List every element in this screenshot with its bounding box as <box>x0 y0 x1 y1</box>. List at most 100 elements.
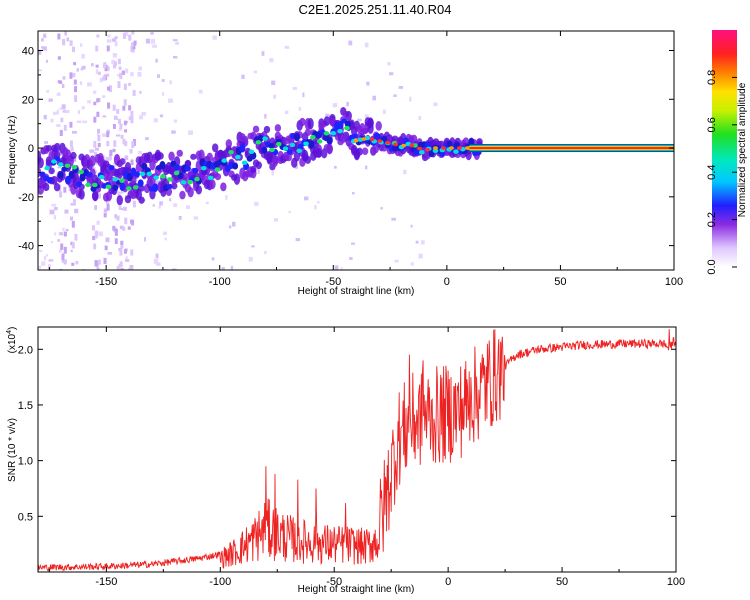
noise-streak <box>131 31 135 35</box>
noise-speckle <box>398 85 404 89</box>
noise-speckle <box>351 191 355 195</box>
y-tick-label: 20 <box>22 94 34 106</box>
noise-streak <box>57 56 61 60</box>
noise-speckle <box>99 77 103 83</box>
spectral-cell <box>180 180 187 185</box>
noise-streak <box>128 105 132 111</box>
noise-streak <box>118 118 122 125</box>
colorbar-tick-label: 0.0 <box>706 259 718 274</box>
noise-speckle <box>271 170 274 176</box>
noise-streak <box>93 141 97 148</box>
noise-speckle <box>153 118 158 123</box>
noise-speckle <box>52 111 58 115</box>
spectrogram-panel: -150 -100 -50 0 50 100 -40 -20 0 20 40 Height of st… <box>7 30 683 297</box>
spectral-cell <box>44 165 50 171</box>
noise-speckle <box>271 80 276 86</box>
noise-streak <box>63 259 67 264</box>
noise-speckle <box>138 150 143 155</box>
spectral-cell <box>171 182 178 190</box>
spectral-cell <box>286 149 293 155</box>
noise-speckle <box>168 98 174 103</box>
spectral-cell <box>419 150 425 155</box>
spectral-cell <box>323 131 330 136</box>
noise-streak <box>128 34 132 41</box>
noise-streak <box>63 124 67 131</box>
y-scale-exponent: 4 <box>6 330 13 334</box>
spectral-cell <box>39 171 46 178</box>
spectral-cell <box>119 182 126 191</box>
noise-speckle <box>64 109 70 114</box>
noise-speckle <box>79 81 83 86</box>
noise-speckle <box>212 35 217 40</box>
noise-speckle <box>346 101 349 107</box>
noise-speckle <box>79 43 83 47</box>
spectral-cell <box>367 117 374 129</box>
noise-streak <box>95 64 99 68</box>
noise-streak <box>122 226 126 231</box>
noise-speckle <box>47 264 51 269</box>
noise-streak <box>123 99 127 106</box>
noise-speckle <box>114 214 118 219</box>
colorbar-tick-label: 0.8 <box>706 70 718 85</box>
noise-speckle <box>257 168 260 174</box>
spectral-cell <box>86 171 93 178</box>
noise-speckle <box>97 128 101 134</box>
noise-speckle <box>150 38 156 44</box>
noise-speckle <box>357 118 362 122</box>
spectral-cell <box>373 132 380 139</box>
y-tick-label: 1.0 <box>18 456 33 468</box>
x-tick-label: 100 <box>665 276 683 288</box>
spectral-cell <box>45 145 53 152</box>
spectral-cell <box>152 183 159 192</box>
plot-frame <box>37 326 677 573</box>
noise-speckle <box>124 155 129 160</box>
noise-speckle <box>114 41 118 47</box>
spectral-cell <box>235 154 241 160</box>
spectral-cell <box>321 148 328 159</box>
noise-speckle <box>76 120 82 124</box>
spectral-cell <box>310 134 316 140</box>
noise-streak <box>119 249 123 256</box>
x-tick-label: 50 <box>556 576 568 588</box>
spectral-cell <box>160 174 166 179</box>
noise-streak <box>94 231 98 239</box>
spectral-cell <box>116 195 123 206</box>
noise-streak <box>119 123 123 129</box>
spectral-cell <box>299 117 306 127</box>
spectral-cell <box>119 178 125 183</box>
spectral-cell <box>168 151 175 162</box>
noise-speckle <box>152 204 155 207</box>
noise-streak <box>73 157 77 162</box>
noise-speckle <box>143 237 147 242</box>
y-scale-close: ) <box>7 327 18 330</box>
spectral-cell <box>262 136 268 141</box>
spectral-cell <box>209 179 216 190</box>
noise-streak <box>122 105 126 111</box>
spectral-cell <box>464 146 470 150</box>
noise-streak <box>62 76 66 80</box>
noise-speckle <box>38 49 42 55</box>
noise-speckle <box>225 195 228 200</box>
noise-streak <box>97 134 101 142</box>
noise-speckle <box>130 72 134 77</box>
spectral-cell <box>409 143 415 148</box>
noise-streak <box>118 205 122 210</box>
noise-speckle <box>96 267 100 270</box>
spectral-cell <box>433 146 438 150</box>
noise-speckle <box>391 217 396 221</box>
noise-streak <box>131 141 135 149</box>
noise-streak <box>60 243 64 250</box>
spectral-cell <box>207 175 214 181</box>
noise-speckle <box>248 256 253 262</box>
spectral-cell <box>274 124 282 132</box>
noise-streak <box>106 140 110 147</box>
noise-streak <box>130 110 134 118</box>
noise-speckle <box>253 70 258 74</box>
noise-speckle <box>159 201 163 206</box>
noise-speckle <box>316 201 320 204</box>
noise-streak <box>129 148 133 154</box>
tone-band-core <box>469 147 674 150</box>
noise-streak <box>106 203 110 211</box>
spectral-cell <box>78 189 85 200</box>
noise-speckle <box>125 256 128 261</box>
